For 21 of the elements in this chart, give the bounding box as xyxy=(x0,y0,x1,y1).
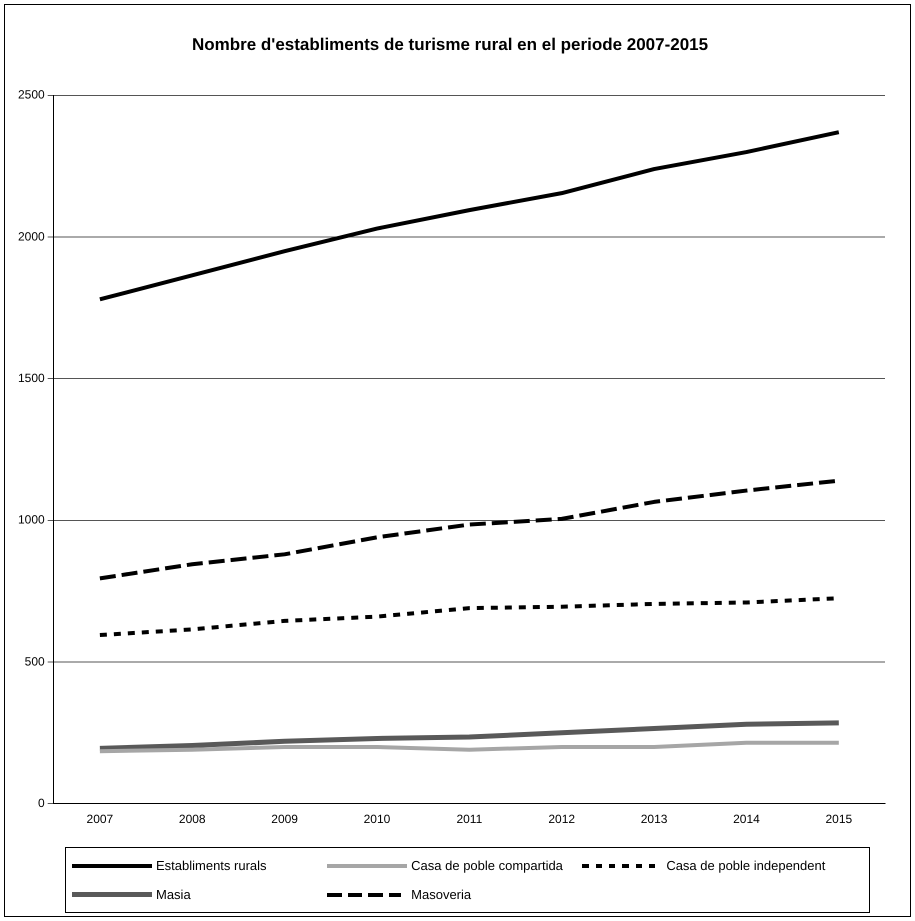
legend-label: Casa de poble compartida xyxy=(411,858,563,873)
y-tick-label: 1000 xyxy=(18,512,46,527)
legend-label: Masoveria xyxy=(411,887,472,902)
x-tick-label: 2014 xyxy=(733,812,760,826)
y-tick-label: 1500 xyxy=(18,370,46,385)
legend-label: Masia xyxy=(156,887,191,902)
x-tick-label: 2009 xyxy=(271,812,298,826)
x-tick-label: 2010 xyxy=(364,812,391,826)
y-tick-label: 0 xyxy=(38,796,46,810)
x-tick-label: 2012 xyxy=(548,812,576,826)
y-tick-label: 2000 xyxy=(18,229,46,244)
legend-label: Casa de poble independent xyxy=(666,858,826,873)
x-tick-label: 2015 xyxy=(825,812,852,826)
x-tick-label: 2007 xyxy=(86,812,114,826)
y-tick-label: 500 xyxy=(24,654,46,668)
x-tick-label: 2013 xyxy=(640,812,668,826)
chart-title: Nombre d'establiments de turisme rural en el periode 2007-2015 xyxy=(192,34,708,54)
x-tick-label: 2011 xyxy=(456,812,483,826)
legend-label: Establiments rurals xyxy=(156,858,267,873)
y-tick-label: 2500 xyxy=(18,88,46,102)
x-tick-label: 2008 xyxy=(178,812,206,826)
